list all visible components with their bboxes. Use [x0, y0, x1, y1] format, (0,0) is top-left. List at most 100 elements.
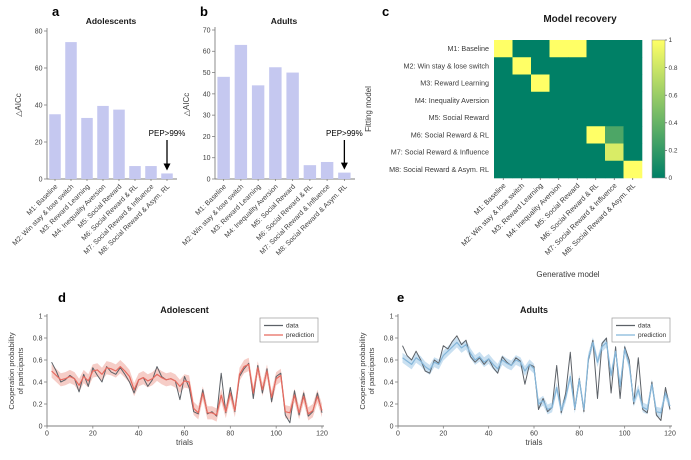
x-axis-label: trials	[176, 438, 193, 447]
heatmap-cell	[586, 160, 606, 179]
heatmap-cell	[549, 91, 569, 110]
row-label: M2: Win stay & lose switch	[404, 61, 489, 70]
x-tick-label: 0	[45, 431, 49, 438]
pep-annotation: PEP>99%	[326, 129, 363, 138]
y-tick-label: 0.8	[33, 335, 43, 342]
y-tick-label: 40	[203, 91, 211, 98]
colorbar-tick-label: 0.2	[669, 148, 678, 155]
heatmap-cell	[623, 40, 643, 58]
prediction-line	[402, 341, 671, 414]
row-label: M1: Baseline	[447, 44, 489, 53]
legend-label: prediction	[286, 332, 315, 339]
heatmap-cell	[512, 160, 532, 179]
y-tick-label: 80	[35, 28, 43, 35]
heatmap-cell	[549, 160, 569, 179]
heatmap-cell	[494, 143, 513, 162]
heatmap-cell	[623, 143, 643, 162]
heatmap-cell	[586, 143, 606, 162]
y-tick-label: 0	[39, 176, 43, 183]
heatmap-cell	[586, 91, 606, 110]
x-tick-label: M2: Win stay & lose switch	[12, 183, 76, 247]
heatmap-cell	[512, 126, 532, 144]
bar	[338, 172, 351, 179]
bar	[81, 117, 93, 179]
heatmap-cell	[531, 126, 550, 144]
heatmap-cell	[512, 91, 532, 110]
legend-label: data	[638, 323, 651, 330]
heatmap-cell	[586, 57, 606, 75]
bar	[234, 44, 248, 180]
bar	[251, 85, 265, 179]
heatmap-cell	[531, 91, 550, 110]
heatmap-cell	[623, 57, 643, 75]
y-tick-label: 0.2	[384, 401, 394, 408]
prediction-band	[51, 357, 322, 422]
heatmap-cell	[605, 109, 624, 127]
heatmap-cell	[568, 91, 587, 110]
x-tick-label: 100	[619, 431, 631, 438]
colorbar-tick-label: 0.6	[669, 92, 678, 99]
heatmap-cell	[605, 74, 624, 93]
chart-title: Adults	[520, 305, 548, 315]
x-tick-label: 20	[439, 431, 447, 438]
heatmap-cell	[531, 40, 550, 58]
x-tick-label: 40	[135, 431, 143, 438]
y-tick-label: 0.2	[33, 401, 43, 408]
legend-box	[259, 317, 319, 343]
heatmap-cell	[605, 91, 624, 110]
row-label: M3: Reward Learning	[420, 79, 489, 88]
y-tick-label: 60	[35, 65, 43, 72]
y-tick-label: 0	[207, 176, 211, 183]
heatmap-cell	[623, 74, 643, 93]
chart-title: Adolescent	[160, 305, 209, 315]
y-tick-label: 0	[39, 423, 43, 430]
y-axis-label: △AICc	[14, 93, 23, 117]
x-tick-label: 60	[530, 431, 538, 438]
heatmap-cell	[549, 40, 569, 58]
heatmap-cell	[623, 91, 643, 110]
x-tick-label: 0	[396, 431, 400, 438]
y-tick-label: 0.8	[384, 335, 394, 342]
panel-letter-a: a	[52, 4, 60, 19]
chart-title: Adults	[271, 16, 298, 26]
row-label: M6: Social Reward & RL	[411, 130, 489, 139]
y-tick-label: 40	[35, 102, 43, 109]
y-tick-label: 0	[390, 423, 394, 430]
row-label: M8: Social Reward & Asym. RL	[389, 165, 489, 174]
y-axis-label-line: Cooperation probability	[7, 332, 16, 409]
x-tick-label: 80	[226, 431, 234, 438]
bar	[161, 173, 173, 179]
bar	[269, 67, 282, 179]
bar	[65, 42, 77, 179]
y-axis-label: △AICc	[182, 93, 191, 117]
legend-label: prediction	[638, 332, 667, 339]
heatmap-cell	[586, 40, 606, 58]
heatmap-cell	[494, 126, 513, 144]
heatmap-cell	[568, 143, 587, 162]
heatmap-cell	[605, 143, 624, 162]
heatmap-cell	[531, 57, 550, 75]
y-tick-label: 60	[203, 49, 211, 56]
heatmap-cell	[494, 40, 513, 58]
row-label: M4: Inequality Aversion	[415, 96, 489, 105]
y-axis-label-line: Cooperation probability	[358, 332, 367, 409]
row-label: M7: Social Reward & Influence	[391, 148, 489, 157]
heatmap-cell	[586, 109, 606, 127]
panel-letter-d: d	[58, 290, 66, 305]
colorbar-tick-label: 0.8	[669, 65, 678, 72]
heatmap-cell	[568, 160, 587, 179]
heatmap-cell	[512, 74, 532, 93]
heatmap-cell	[531, 160, 550, 179]
y-axis-label-line: of participants	[16, 347, 25, 394]
y-tick-label: 70	[203, 27, 211, 34]
annotation-arrow-head	[163, 163, 171, 171]
y-tick-label: 30	[203, 113, 211, 120]
heatmap-cell	[605, 57, 624, 75]
heatmap-cell	[605, 40, 624, 58]
colorbar-tick-label: 0.4	[669, 120, 678, 127]
y-axis-label-line: of participants	[367, 347, 376, 394]
chart-title: Model recovery	[543, 14, 617, 25]
heatmap-cell	[568, 40, 587, 58]
